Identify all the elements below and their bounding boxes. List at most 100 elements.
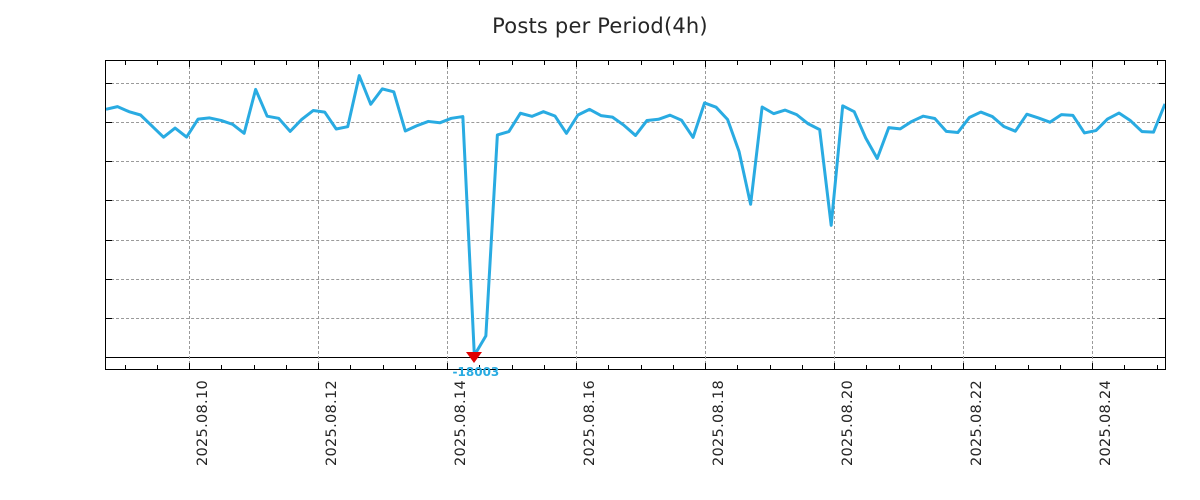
x-minor-tick-mark [737, 365, 739, 369]
x-minor-tick-mark [414, 61, 416, 65]
x-minor-tick-mark [1156, 61, 1158, 65]
x-tick-mark-2025.08.24-bottom [1092, 363, 1093, 369]
x-minor-tick-mark [543, 61, 545, 65]
x-minor-tick-mark [737, 61, 739, 65]
x-tick-mark-2025.08.14-top [447, 61, 448, 67]
x-tick-label-2025.08.10: 2025.08.10 [195, 380, 211, 467]
x-tick-label-2025.08.20: 2025.08.20 [840, 380, 856, 467]
x-tick-mark-2025.08.18-top [705, 61, 706, 67]
gridline-x-2025.08.16 [576, 61, 577, 369]
x-minor-tick-mark [285, 61, 287, 65]
y-tick-mark--6000-left [106, 278, 112, 280]
x-tick-mark-2025.08.22-top [963, 61, 964, 67]
x-minor-tick-mark [930, 61, 932, 65]
y-tick-mark--8000-right [1159, 318, 1165, 320]
chart-title: Posts per Period(4h) [492, 14, 708, 38]
gridline-y--6000 [106, 278, 1165, 280]
x-tick-label-2025.08.18: 2025.08.18 [711, 380, 727, 467]
x-tick-mark-2025.08.24-top [1092, 61, 1093, 67]
y-tick-mark--4000-left [106, 239, 112, 241]
plot-inner [106, 61, 1165, 369]
x-minor-tick-mark [769, 365, 771, 369]
x-minor-tick-mark [253, 61, 255, 65]
x-minor-tick-mark [382, 61, 384, 65]
x-minor-tick-mark [124, 365, 126, 369]
y-tick-mark--2000-right [1159, 200, 1165, 202]
series-path [106, 76, 1165, 356]
gridline-y--4000 [106, 239, 1165, 241]
gridline-y--8000 [106, 318, 1165, 320]
x-minor-tick-mark [672, 365, 674, 369]
gridline-y--10000 [106, 357, 1165, 359]
y-tick-mark-2000-right [1159, 121, 1165, 123]
x-minor-tick-mark [608, 61, 610, 65]
y-tick-mark--10000-right [1159, 357, 1165, 359]
x-minor-tick-mark [898, 365, 900, 369]
x-minor-tick-mark [866, 61, 868, 65]
y-tick-mark--8000-left [106, 318, 112, 320]
y-tick-mark-4000-left [106, 82, 112, 84]
x-minor-tick-mark [511, 61, 513, 65]
x-tick-mark-2025.08.16-top [576, 61, 577, 67]
gridline-x-2025.08.18 [705, 61, 706, 369]
x-minor-tick-mark [221, 365, 223, 369]
x-minor-tick-mark [640, 61, 642, 65]
x-minor-tick-mark [1156, 365, 1158, 369]
gridline-x-2025.08.14 [447, 61, 448, 369]
x-minor-tick-mark [801, 61, 803, 65]
series-line-posts-per-period [106, 61, 1165, 369]
x-minor-tick-mark [285, 365, 287, 369]
x-minor-tick-mark [801, 365, 803, 369]
x-minor-tick-mark [1059, 365, 1061, 369]
x-tick-mark-2025.08.18-bottom [705, 363, 706, 369]
x-minor-tick-mark [124, 61, 126, 65]
gridline-x-2025.08.22 [963, 61, 964, 369]
y-tick-mark-0-left [106, 161, 112, 163]
x-minor-tick-mark [608, 365, 610, 369]
x-minor-tick-mark [930, 365, 932, 369]
x-minor-tick-mark [479, 365, 481, 369]
x-minor-tick-mark [382, 365, 384, 369]
x-minor-tick-mark [898, 61, 900, 65]
x-minor-tick-mark [1124, 61, 1126, 65]
plot-area [105, 60, 1166, 370]
x-minor-tick-mark [1027, 365, 1029, 369]
x-minor-tick-mark [543, 365, 545, 369]
x-tick-mark-2025.08.16-bottom [576, 363, 577, 369]
x-tick-label-2025.08.22: 2025.08.22 [969, 380, 985, 467]
x-minor-tick-mark [1124, 365, 1126, 369]
y-tick-mark--2000-left [106, 200, 112, 202]
x-tick-label-2025.08.16: 2025.08.16 [582, 380, 598, 467]
y-tick-mark--4000-right [1159, 239, 1165, 241]
y-tick-mark-4000-right [1159, 82, 1165, 84]
gridline-x-2025.08.24 [1092, 61, 1093, 369]
x-minor-tick-mark [350, 61, 352, 65]
x-minor-tick-mark [253, 365, 255, 369]
x-tick-mark-2025.08.14-bottom [447, 363, 448, 369]
x-tick-mark-2025.08.20-top [834, 61, 835, 67]
x-minor-tick-mark [156, 61, 158, 65]
x-minor-tick-mark [640, 365, 642, 369]
x-tick-mark-2025.08.10-top [189, 61, 190, 67]
y-tick-mark-2000-left [106, 121, 112, 123]
x-tick-mark-2025.08.22-bottom [963, 363, 964, 369]
x-tick-mark-2025.08.12-bottom [318, 363, 319, 369]
x-minor-tick-mark [414, 365, 416, 369]
y-tick-mark--6000-right [1159, 278, 1165, 280]
x-minor-tick-mark [479, 61, 481, 65]
x-tick-label-2025.08.12: 2025.08.12 [324, 380, 340, 467]
y-tick-mark--10000-left [106, 357, 112, 359]
gridline-x-2025.08.10 [189, 61, 190, 369]
x-minor-tick-mark [769, 61, 771, 65]
x-tick-label-2025.08.24: 2025.08.24 [1098, 380, 1114, 467]
x-minor-tick-mark [156, 365, 158, 369]
y-tick-mark-0-right [1159, 161, 1165, 163]
x-minor-tick-mark [1059, 61, 1061, 65]
x-tick-mark-2025.08.10-bottom [189, 363, 190, 369]
gridline-y-2000 [106, 121, 1165, 123]
x-minor-tick-mark [221, 61, 223, 65]
gridline-y-4000 [106, 82, 1165, 84]
x-minor-tick-mark [995, 61, 997, 65]
gridline-y-0 [106, 161, 1165, 163]
x-tick-mark-2025.08.12-top [318, 61, 319, 67]
